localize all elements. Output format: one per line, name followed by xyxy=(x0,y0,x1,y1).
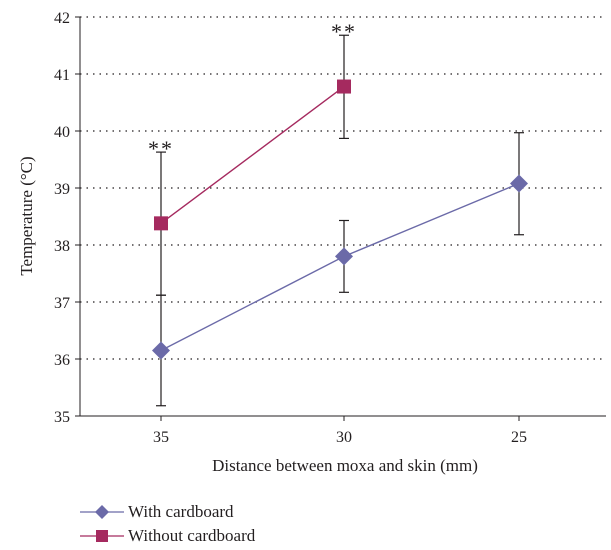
legend-label-without-cardboard: Without cardboard xyxy=(128,526,256,545)
line-chart: 35 36 37 38 39 40 41 42 35 30 25 Distance between… xyxy=(17,10,606,475)
x-tick-label: 30 xyxy=(336,429,352,446)
grid-lines xyxy=(80,16,606,360)
legend-item-without-cardboard: Without cardboard xyxy=(80,524,255,548)
legend: With cardboard Without cardboard xyxy=(80,500,255,548)
data-point-square xyxy=(337,79,351,94)
y-tick-label: 39 xyxy=(54,181,70,198)
series-line xyxy=(160,85,345,224)
data-point-diamond xyxy=(510,174,528,193)
y-tick-label: 37 xyxy=(54,295,70,312)
y-axis-ticks: 35 36 37 38 39 40 41 42 xyxy=(54,10,80,426)
y-tick-label: 40 xyxy=(54,124,70,141)
legend-label-with-cardboard: With cardboard xyxy=(128,502,234,521)
square-marker-icon xyxy=(80,530,124,542)
y-tick-label: 38 xyxy=(54,238,70,255)
diamond-marker-icon xyxy=(80,505,124,519)
series-layer xyxy=(152,34,528,407)
significance-marker: ** xyxy=(148,136,174,161)
significance-marker: ** xyxy=(331,19,357,44)
data-point-diamond xyxy=(152,341,170,360)
series-with-cardboard xyxy=(152,132,528,407)
y-axis-label: Temperature (°C) xyxy=(17,156,36,275)
series-without-cardboard xyxy=(154,34,351,296)
data-point-diamond xyxy=(335,247,353,266)
data-point-square xyxy=(154,216,168,231)
significance-annotations: ** ** xyxy=(148,19,357,161)
y-tick-label: 36 xyxy=(54,352,70,369)
x-tick-label: 25 xyxy=(511,429,527,446)
y-tick-label: 42 xyxy=(54,10,70,27)
x-axis-ticks: 35 30 25 xyxy=(153,416,527,446)
x-tick-label: 35 xyxy=(153,429,169,446)
x-axis-label: Distance between moxa and skin (mm) xyxy=(212,456,478,475)
series-line xyxy=(160,182,520,352)
legend-item-with-cardboard: With cardboard xyxy=(80,500,255,524)
y-tick-label: 41 xyxy=(54,67,70,84)
y-tick-label: 35 xyxy=(54,409,70,426)
